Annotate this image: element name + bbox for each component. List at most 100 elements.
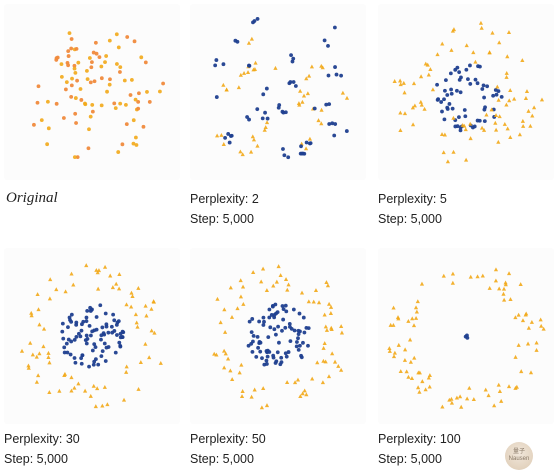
outer-point-26 [134,143,139,147]
scatter-panel-perplexity-100 [378,248,554,424]
inner-point-69 [245,115,250,119]
outer-point-0 [219,133,224,137]
inner-point-40 [112,329,117,333]
outer-point-155 [299,290,305,295]
outer-point-25 [69,94,74,99]
outer-point-8 [85,77,90,82]
outer-point-87 [304,76,309,81]
inner-point-27 [264,358,269,363]
outer-point-149 [330,351,335,356]
outer-point-93 [278,273,283,278]
outer-point-133 [69,375,74,380]
outer-point-88 [107,82,112,87]
outer-point-117 [426,72,431,77]
outer-point-131 [251,270,256,274]
outer-point-114 [230,377,235,382]
outer-point-18 [59,62,64,67]
outer-point-159 [69,388,74,393]
outer-point-36 [408,359,413,364]
outer-point-122 [398,128,403,133]
outer-point-115 [504,102,509,107]
outer-point-147 [36,307,41,312]
outer-point-90 [122,78,127,83]
inner-point-49 [478,64,482,69]
inner-point-10 [260,116,265,121]
outer-point-43 [263,125,268,129]
outer-point-94 [238,278,243,283]
inner-point-57 [251,20,255,25]
inner-point-56 [250,317,255,321]
inner-point-13 [458,90,463,95]
inner-point-69 [65,350,70,355]
inner-point-77 [296,328,301,333]
scatter-panel-perplexity-5 [378,4,554,180]
inner-point-42 [449,87,453,92]
outer-point-82 [387,346,392,351]
outer-point-80 [39,118,44,122]
inner-point-41 [265,354,270,359]
inner-point-46 [114,322,119,327]
caption-perplexity-2: Perplexity: 2 Step: 5,000 [190,189,259,229]
inner-point-6 [475,81,480,86]
outer-point-39 [69,46,74,51]
outer-point-81 [419,281,425,286]
outer-point-110 [63,289,68,294]
inner-point-82 [276,324,280,329]
outer-point-134 [124,369,129,374]
inner-point-60 [104,322,109,327]
outer-point-110 [508,135,513,140]
outer-point-117 [57,388,62,393]
outer-point-14 [319,107,324,112]
outer-point-92 [496,97,501,102]
inner-point-23 [66,325,70,330]
outer-point-136 [285,287,290,292]
outer-point-103 [322,341,327,346]
outer-point-98 [440,41,445,46]
inner-point-78 [334,72,339,77]
outer-point-122 [158,360,163,365]
outer-point-47 [88,80,93,85]
inner-point-25 [302,151,307,156]
outer-point-49 [92,79,97,84]
outer-point-50 [90,103,95,107]
outer-point-97 [251,137,257,142]
outer-point-89 [79,98,84,102]
outer-point-61 [538,317,543,322]
outer-point-15 [541,326,546,331]
outer-point-65 [66,63,71,68]
outer-point-163 [151,299,156,304]
outer-point-114 [445,159,450,164]
outer-point-105 [442,132,447,137]
outer-point-59 [236,85,241,90]
inner-point-62 [102,341,107,346]
inner-point-79 [339,73,343,78]
outer-point-35 [61,116,66,120]
inner-point-105 [308,141,313,146]
inner-point-54 [291,80,296,84]
outer-point-84 [435,52,440,57]
outer-point-27 [497,389,503,393]
inner-point-47 [213,63,218,68]
outer-point-108 [506,30,512,34]
outer-point-95 [124,364,129,369]
inner-point-73 [258,349,263,354]
outer-point-94 [468,121,473,126]
inner-point-34 [261,92,266,97]
outer-point-98 [260,266,266,271]
outer-point-81 [249,36,254,41]
outer-point-138 [300,391,305,396]
inner-point-66 [332,25,337,30]
outer-point-66 [131,141,136,146]
inner-point-3 [442,97,446,102]
inner-point-54 [72,337,77,342]
outer-point-86 [306,73,312,78]
outer-point-89 [411,323,417,328]
inner-point-59 [435,82,439,87]
outer-point-38 [467,385,472,390]
outer-point-52 [298,88,303,93]
outer-point-137 [411,81,417,86]
outer-point-139 [526,108,531,113]
outer-point-111 [252,387,257,392]
inner-point-51 [493,88,498,92]
inner-point-49 [291,307,296,312]
